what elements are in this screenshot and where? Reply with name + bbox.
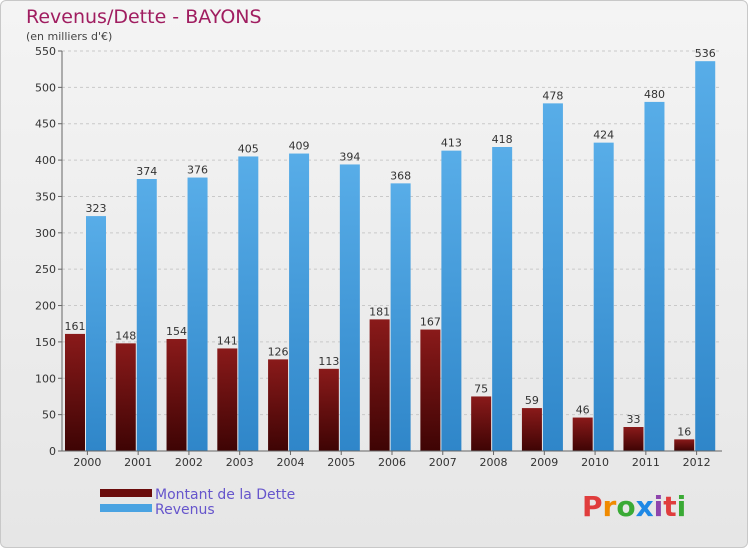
bar-revenus	[492, 147, 513, 451]
data-label-dette: 161	[65, 320, 86, 333]
bar-dette	[521, 408, 542, 451]
bar-dette	[115, 343, 136, 451]
data-label-revenus: 405	[238, 142, 259, 155]
bar-dette	[471, 396, 492, 451]
data-label-dette: 167	[420, 316, 441, 329]
x-tick-label: 2007	[429, 456, 457, 469]
data-label-revenus: 424	[593, 129, 614, 142]
y-tick-label: 50	[42, 409, 56, 422]
bar-revenus	[390, 183, 411, 451]
bar-dette	[217, 348, 238, 451]
y-tick-label: 0	[49, 445, 56, 458]
data-label-revenus: 394	[339, 150, 360, 163]
data-label-revenus: 480	[644, 88, 665, 101]
data-label-dette: 154	[166, 325, 187, 338]
bar-dette	[420, 329, 441, 451]
x-tick-label: 2010	[581, 456, 609, 469]
x-tick-label: 2008	[480, 456, 508, 469]
y-tick-label: 450	[35, 118, 56, 131]
legend-label-revenus: Revenus	[155, 502, 215, 518]
brand-letter-o: o	[616, 490, 635, 523]
y-tick-label: 400	[35, 154, 56, 167]
bar-dette	[65, 333, 85, 451]
x-tick-label: 2000	[73, 456, 101, 469]
bar-revenus	[339, 164, 360, 452]
data-label-revenus: 413	[441, 137, 462, 150]
bar-revenus	[542, 103, 563, 451]
y-tick-label: 150	[35, 336, 56, 349]
data-label-dette: 181	[369, 305, 390, 318]
bar-revenus	[289, 153, 310, 451]
bar-revenus	[695, 61, 716, 451]
data-label-dette: 59	[525, 394, 539, 407]
bar-revenus	[86, 216, 106, 451]
brand-letter-r: r	[603, 490, 617, 523]
y-tick-label: 250	[35, 263, 56, 276]
data-label-revenus: 374	[136, 165, 157, 178]
brand-letter-i2: i	[677, 490, 687, 523]
bars: 161 323 148 374 154 376 141 405 126 409 113 394 181 3…	[65, 47, 716, 452]
data-label-revenus: 418	[492, 133, 513, 146]
bar-dette	[318, 368, 339, 451]
chart-subtitle: (en milliers d'€)	[26, 30, 112, 43]
legend-label-dette: Montant de la Dette	[155, 487, 295, 503]
y-tick-label: 100	[35, 372, 56, 385]
bar-dette	[572, 417, 593, 451]
data-label-revenus: 409	[289, 140, 310, 153]
bar-revenus	[187, 177, 208, 451]
data-label-dette: 33	[626, 413, 640, 426]
y-tick-label: 200	[35, 300, 56, 313]
data-label-dette: 16	[677, 425, 691, 438]
bar-dette	[674, 439, 695, 451]
brand-letter-i1: i	[654, 490, 664, 523]
x-tick-label: 2009	[530, 456, 558, 469]
legend: Montant de la Dette Revenus	[100, 487, 295, 518]
data-label-dette: 75	[474, 382, 488, 395]
data-label-revenus: 536	[695, 47, 716, 60]
y-tick-label: 300	[35, 227, 56, 240]
data-label-dette: 126	[268, 345, 289, 358]
data-label-dette: 46	[576, 404, 590, 417]
legend-swatch-dette	[100, 489, 152, 497]
data-label-revenus: 478	[542, 89, 563, 102]
y-tick-label: 550	[35, 45, 56, 58]
brand-logo: Proxiti	[582, 490, 686, 523]
bar-revenus	[238, 156, 259, 452]
x-tick-label: 2003	[226, 456, 254, 469]
data-label-dette: 141	[217, 334, 238, 347]
brand-letter-x: x	[636, 490, 654, 523]
chart-title: Revenus/Dette - BAYONS	[26, 6, 262, 28]
x-tick-label: 2001	[124, 456, 152, 469]
data-label-revenus: 376	[187, 164, 208, 177]
data-label-revenus: 323	[86, 202, 107, 215]
bar-revenus	[593, 142, 614, 452]
x-tick-label: 2005	[327, 456, 355, 469]
brand-letter-t: t	[663, 490, 676, 523]
legend-swatch-revenus	[100, 504, 152, 512]
brand-letter-p: P	[582, 490, 603, 523]
data-label-dette: 148	[115, 329, 136, 342]
bar-revenus	[644, 101, 665, 451]
x-tick-label: 2006	[378, 456, 406, 469]
data-label-dette: 113	[318, 355, 339, 368]
y-tick-label: 500	[35, 81, 56, 94]
bar-dette	[369, 319, 390, 451]
x-axis-ticks: 2000 2001 2002 2003 2004 2005 2006 2007 2008 2009…	[73, 451, 711, 469]
x-tick-label: 2011	[632, 456, 660, 469]
x-tick-label: 2002	[175, 456, 203, 469]
bar-revenus	[136, 179, 157, 451]
y-axis-ticks: 0 50 100 150 200 250 300 350 400 450 500 550	[35, 45, 62, 458]
data-label-revenus: 368	[390, 169, 411, 182]
bar-dette	[623, 427, 644, 451]
x-tick-label: 2012	[683, 456, 711, 469]
x-tick-label: 2004	[276, 456, 304, 469]
y-tick-label: 350	[35, 190, 56, 203]
bar-dette	[166, 339, 187, 451]
bar-dette	[268, 359, 289, 451]
bar-revenus	[441, 150, 462, 452]
